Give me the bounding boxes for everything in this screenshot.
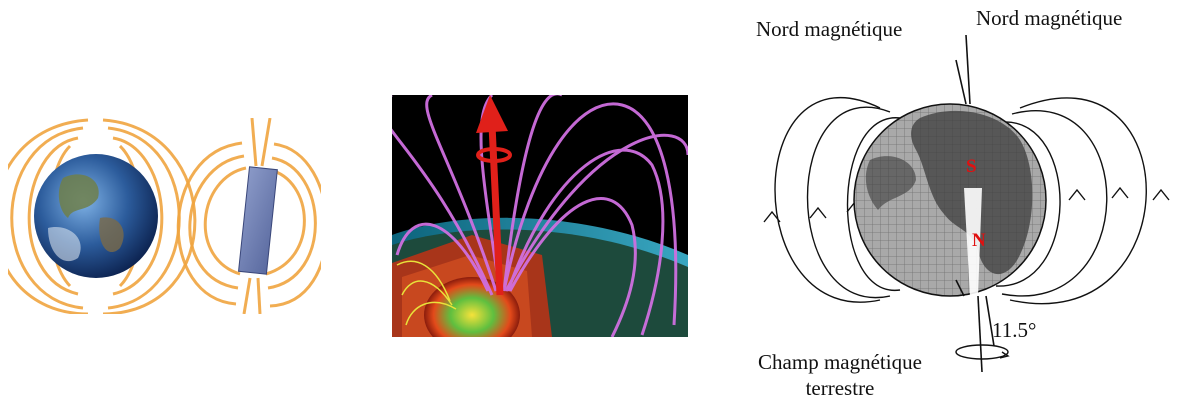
tilt-angle-label: 11.5°: [992, 318, 1037, 342]
pole-s-label: S: [966, 156, 977, 177]
north-magnetic-label-right: Nord magnétique: [976, 6, 1123, 30]
bar-magnet-icon: [237, 166, 278, 275]
rotation-arrow-icon: [955, 344, 1010, 360]
field-direction-arrows: [763, 186, 1170, 223]
magnetic-axis-lines: [955, 34, 995, 373]
pole-n-label: N: [972, 230, 986, 251]
core-field-lines: [396, 260, 457, 326]
rotation-axis-arrow-icon: [476, 95, 512, 296]
earth-magnet-field-drawing: [8, 118, 321, 314]
field-lines-left: [774, 97, 901, 303]
earth-core-icon: [424, 277, 520, 337]
north-magnetic-label-left: Nord magnétique: [756, 17, 903, 41]
earth-field-label-line1: Champ magnétique: [758, 350, 922, 374]
dipole-field-drawing: S N: [763, 34, 1170, 373]
core-field-drawing: [392, 95, 688, 337]
earth-and-magnet-illustration: [8, 118, 321, 314]
earth-core-field-illustration: [392, 95, 688, 337]
magnet-field-lines: [176, 118, 321, 314]
earth-globe-icon: [34, 154, 158, 278]
field-lines-right: [995, 97, 1147, 305]
earth-field-label-line2: terrestre: [805, 376, 875, 400]
earth-dipole-field-diagram: S N Nord magnétique Nord magnétique 11.5…: [720, 0, 1177, 404]
